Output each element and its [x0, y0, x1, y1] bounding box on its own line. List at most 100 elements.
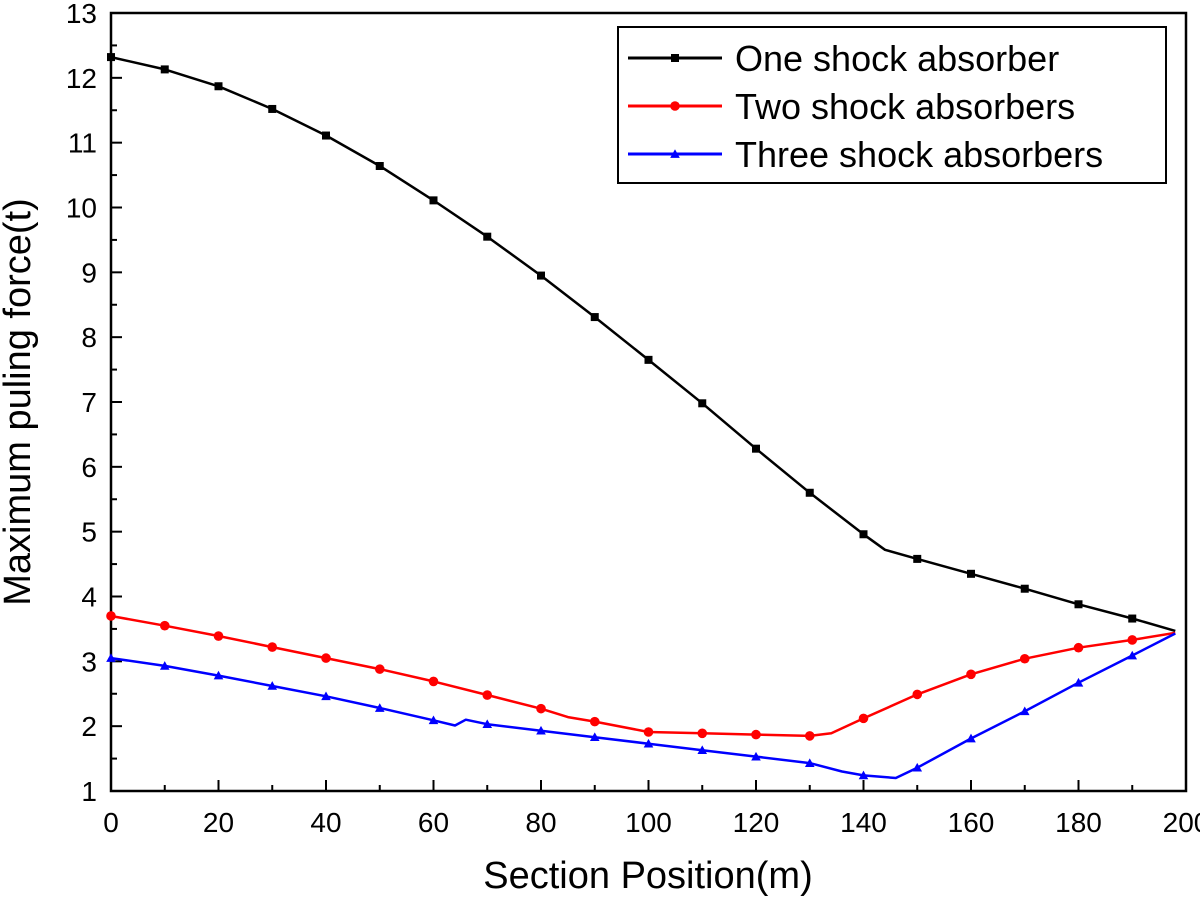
y-axis-title: Maximum puling force(t)	[0, 198, 39, 606]
data-point	[428, 715, 439, 725]
data-point	[698, 399, 707, 408]
x-tick-label: 80	[525, 807, 556, 838]
data-point	[1073, 642, 1084, 653]
data-point	[643, 738, 654, 748]
y-tick-label: 10	[66, 193, 97, 224]
x-tick-label: 160	[948, 807, 995, 838]
y-tick-label: 9	[81, 257, 97, 288]
data-point	[1127, 650, 1138, 660]
data-point	[751, 751, 761, 761]
x-tick-label: 140	[840, 807, 887, 838]
data-point	[483, 232, 492, 241]
legend-swatch-marker	[671, 54, 679, 62]
data-point	[1127, 635, 1138, 645]
series-lines	[106, 53, 1176, 780]
data-point	[805, 488, 814, 497]
data-point	[913, 554, 922, 563]
y-tick-label: 6	[81, 452, 97, 483]
legend-swatch-marker	[670, 149, 680, 158]
data-point	[322, 131, 330, 140]
series-line	[110, 632, 1176, 780]
y-tick-label: 5	[81, 517, 97, 548]
data-point	[966, 669, 976, 680]
data-point	[912, 762, 923, 772]
x-tick-label: 60	[418, 807, 449, 838]
data-point	[589, 716, 600, 727]
data-point	[106, 653, 116, 662]
x-tick-label: 40	[310, 807, 341, 838]
data-point	[321, 653, 331, 663]
x-tick-label: 100	[625, 807, 672, 838]
legend-entry: Three shock absorbers	[628, 134, 1103, 175]
data-point	[1073, 677, 1084, 687]
series-line	[110, 55, 1176, 633]
y-tick-label: 12	[66, 63, 97, 94]
data-point	[375, 162, 384, 171]
series-3	[106, 632, 1176, 780]
data-point	[374, 703, 385, 712]
legend-entry: One shock absorber	[628, 38, 1059, 79]
data-point	[213, 670, 224, 680]
data-point	[643, 727, 654, 737]
data-point	[1019, 706, 1030, 716]
data-point	[804, 731, 815, 741]
x-tick-label: 200	[1163, 807, 1200, 838]
data-point	[267, 681, 278, 690]
legend-swatch-marker	[670, 101, 680, 111]
data-point	[1019, 653, 1030, 664]
series-2	[106, 611, 1176, 741]
y-tick-label: 7	[81, 387, 97, 418]
data-point	[1128, 614, 1137, 623]
data-point	[267, 642, 278, 652]
data-point	[428, 676, 439, 687]
y-tick-label: 13	[66, 0, 97, 29]
y-tick-label: 8	[81, 322, 97, 353]
data-point	[482, 690, 493, 700]
data-point	[213, 631, 224, 641]
data-point	[159, 620, 170, 631]
data-point	[160, 65, 169, 74]
data-point	[967, 569, 975, 578]
axis-ticks: 0204060801001201401601802001234567891011…	[66, 0, 1200, 838]
data-point	[536, 703, 546, 714]
y-tick-label: 4	[81, 582, 97, 613]
y-tick-label: 1	[81, 776, 97, 807]
data-point	[374, 664, 385, 674]
data-point	[1074, 600, 1083, 609]
data-point	[966, 733, 976, 743]
y-tick-label: 2	[81, 711, 97, 742]
data-point	[859, 530, 868, 539]
data-point	[429, 196, 438, 205]
data-point	[321, 691, 331, 701]
y-tick-label: 3	[81, 646, 97, 677]
data-point	[536, 725, 546, 735]
legend: One shock absorber Two shock absorbers Thr…	[617, 26, 1167, 184]
data-point	[482, 719, 493, 729]
data-point	[858, 770, 869, 780]
data-point	[752, 444, 760, 453]
x-tick-label: 20	[203, 807, 234, 838]
x-tick-label: 120	[733, 807, 780, 838]
series-1	[107, 53, 1176, 633]
x-tick-label: 180	[1055, 807, 1102, 838]
data-point	[107, 53, 115, 62]
series-line	[110, 614, 1176, 738]
data-point	[751, 729, 761, 740]
data-point	[106, 611, 116, 621]
data-point	[589, 732, 600, 742]
legend-label: Two shock absorbers	[735, 86, 1075, 127]
x-tick-label: 0	[103, 807, 119, 838]
data-point	[1020, 584, 1029, 593]
data-point	[268, 104, 277, 113]
data-point	[214, 82, 223, 91]
data-point	[697, 745, 708, 754]
data-point	[912, 689, 923, 700]
x-axis-title: Section Position(m)	[483, 855, 812, 897]
data-point	[537, 271, 545, 280]
data-point	[644, 355, 653, 364]
data-point	[804, 758, 815, 767]
data-point	[858, 713, 869, 724]
legend-label: Three shock absorbers	[735, 134, 1103, 175]
y-tick-label: 11	[68, 128, 97, 159]
